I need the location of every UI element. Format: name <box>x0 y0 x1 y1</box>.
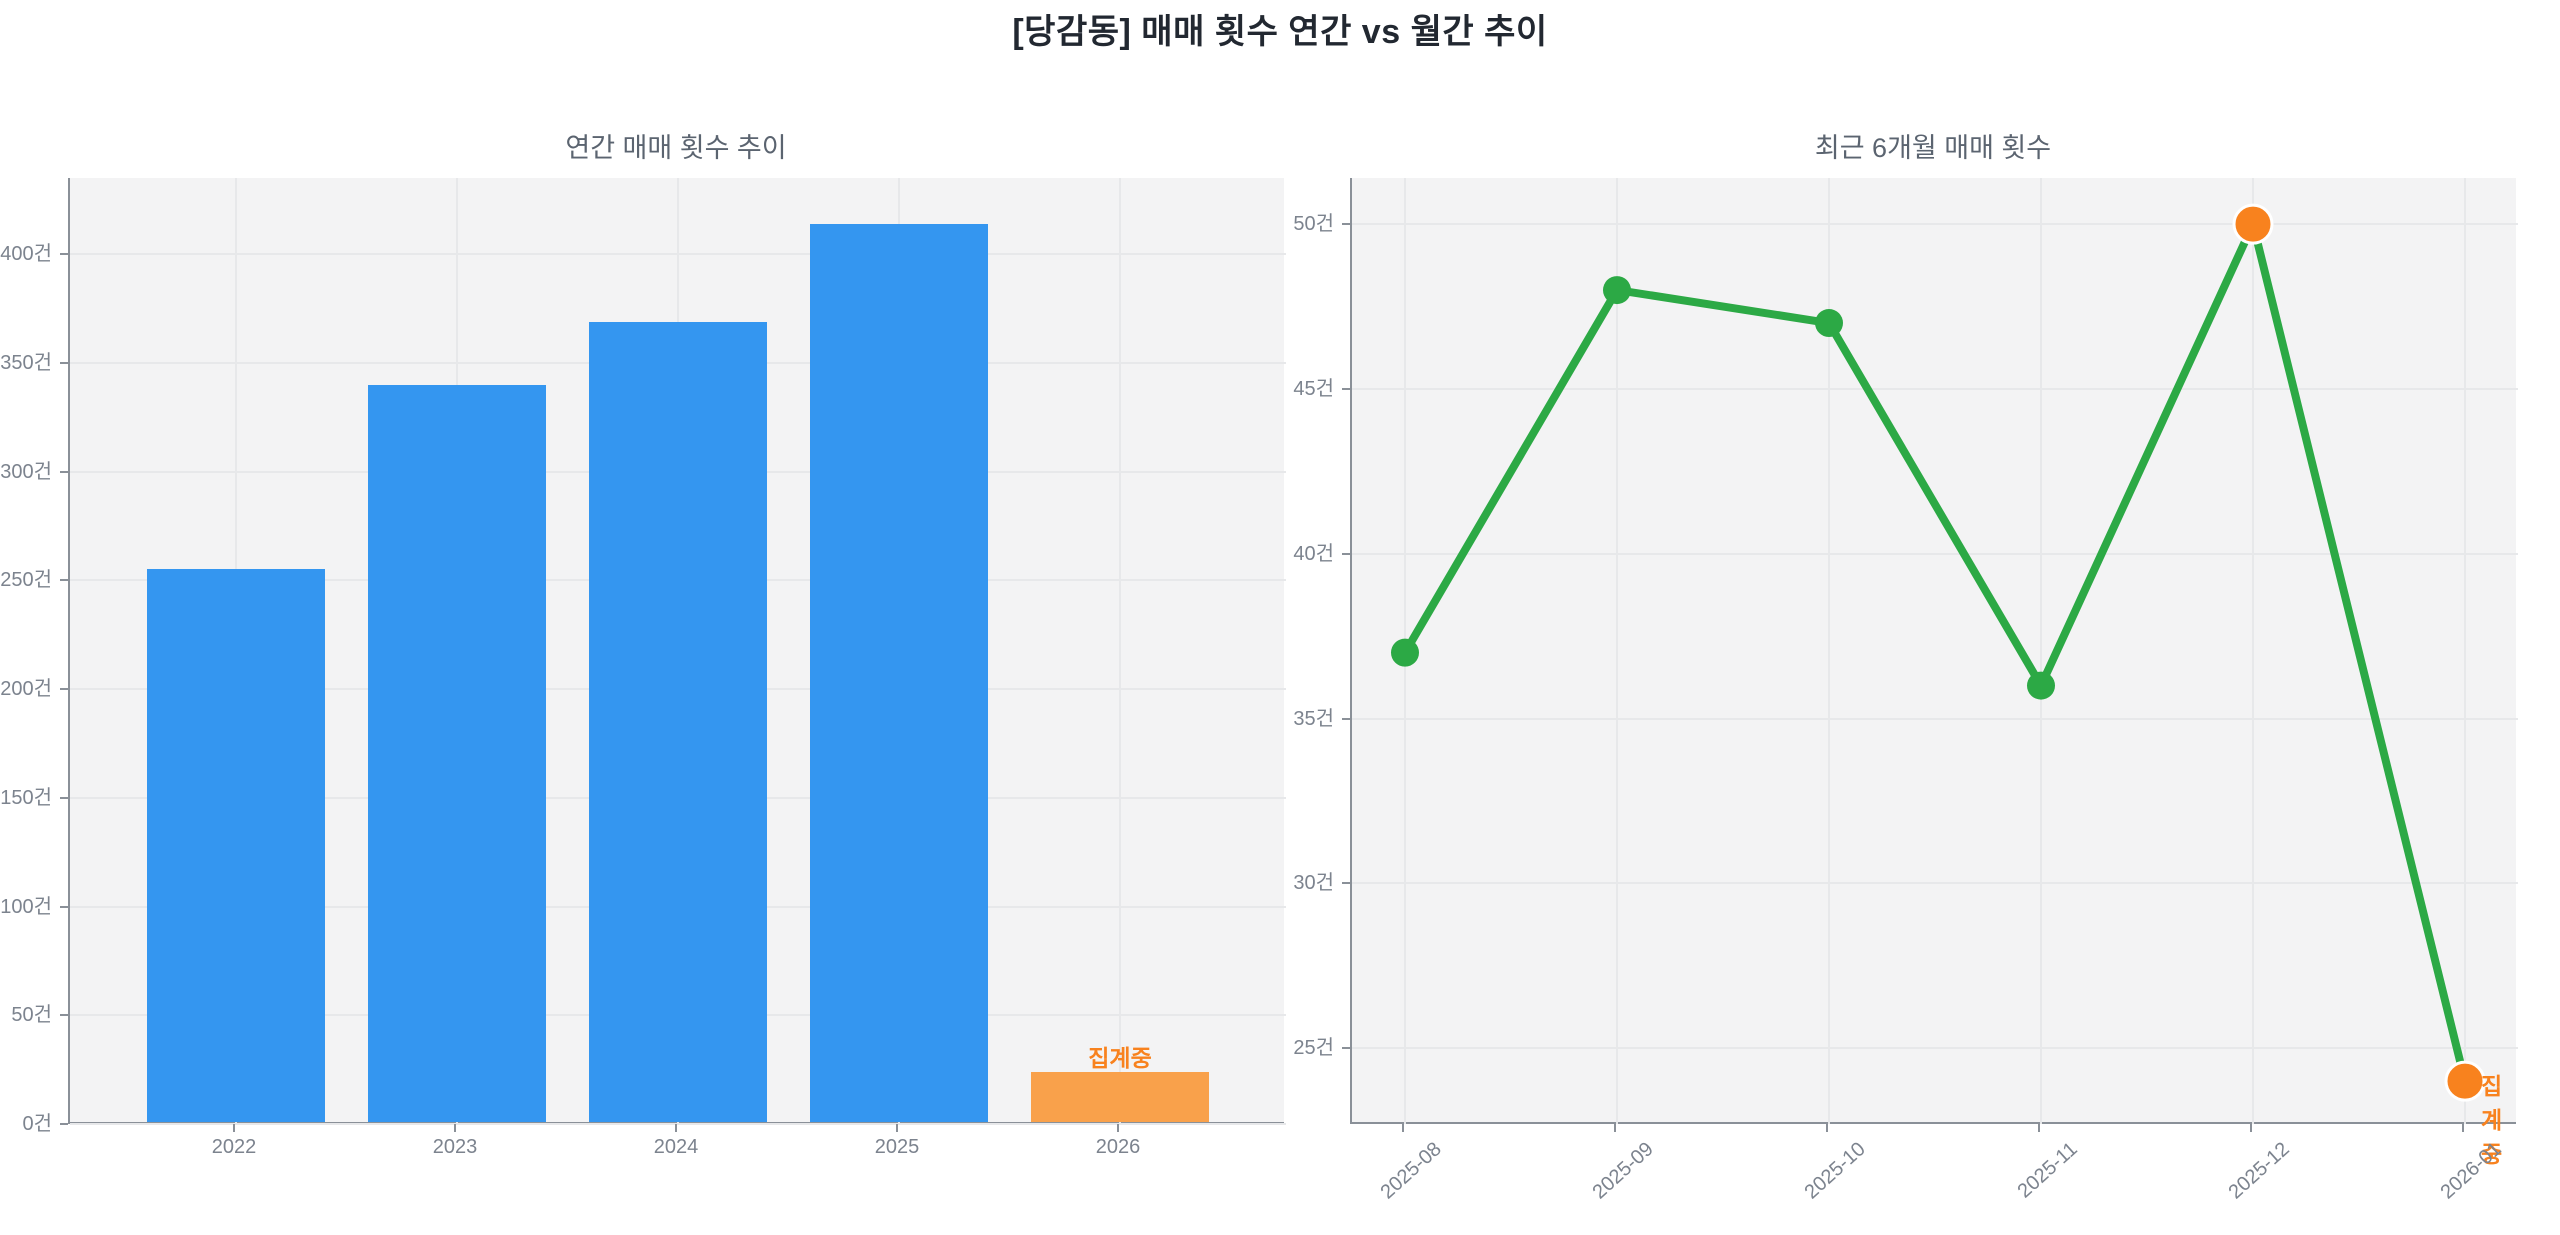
x-tick-mark <box>1825 1124 1828 1132</box>
monthly-line-plot <box>1390 203 2486 1102</box>
x-tick-mark <box>896 1124 898 1132</box>
y-tick-label: 200건 <box>0 678 52 701</box>
x-tick-mark <box>453 1124 456 1132</box>
gridline-horizontal <box>1352 717 2518 720</box>
y-tick-label: 45건 <box>1293 377 1334 400</box>
y-tick-mark <box>60 1014 68 1017</box>
gridline-horizontal <box>1352 223 2518 226</box>
data-point-2026-01 <box>2444 1060 2486 1102</box>
trend-line <box>1401 220 2469 1083</box>
gridline-vertical <box>1827 178 1830 1124</box>
data-point-2025-12 <box>2232 203 2274 245</box>
data-point-2025-08 <box>1390 638 1419 667</box>
x-tick-label: 2026-01 <box>2436 1138 2506 1204</box>
data-point-2025-09 <box>1602 276 1631 305</box>
y-tick-label: 0건 <box>22 1113 52 1135</box>
data-point-2025-11 <box>2027 671 2056 700</box>
x-tick-mark <box>2462 1124 2464 1132</box>
y-tick-mark <box>60 253 68 256</box>
gridline-vertical <box>1615 178 1618 1124</box>
gridline-horizontal <box>70 1123 1286 1125</box>
gridline-vertical <box>2040 178 2042 1124</box>
y-tick-mark <box>60 579 68 582</box>
plot-area: 집계중 <box>1350 178 2518 1167</box>
x-tick-mark <box>1613 1124 1616 1132</box>
y-tick-mark <box>1342 552 1350 555</box>
gridline-horizontal <box>1352 552 2518 555</box>
x-tick-label: 2024 <box>653 1136 699 1158</box>
y-tick-label: 100건 <box>0 895 52 918</box>
x-tick-mark <box>675 1124 677 1132</box>
right-chart-title: 최근 6개월 매매 횟수 <box>1814 133 2052 163</box>
y-tick-label: 400건 <box>0 243 52 266</box>
y-tick-label: 150건 <box>0 786 52 809</box>
x-tick-label: 2025-09 <box>1588 1138 1658 1204</box>
x-tick-mark <box>1117 1124 1120 1132</box>
x-tick-label: 2025-10 <box>1800 1138 1870 1204</box>
x-tick-mark <box>232 1124 235 1132</box>
y-tick-mark <box>1342 223 1350 226</box>
x-tick-mark <box>1401 1124 1404 1132</box>
y-tick-mark <box>1342 1047 1350 1050</box>
y-tick-mark <box>60 688 68 691</box>
x-tick-label: 2025 <box>874 1136 920 1158</box>
y-tick-label: 50건 <box>11 1004 52 1027</box>
line-annotation-label: 집계중 <box>2481 1073 2503 1168</box>
y-tick-mark <box>1342 882 1350 885</box>
plot-area: 집계중 <box>68 178 1286 1125</box>
gridline-vertical <box>1119 178 1122 1124</box>
y-tick-mark <box>60 1123 68 1125</box>
bar-annotation-label: 집계중 <box>1088 1044 1152 1071</box>
gridline-horizontal <box>1352 1047 2518 1050</box>
bar-2026 <box>1031 1071 1209 1122</box>
y-tick-label: 35건 <box>1293 707 1334 730</box>
x-tick-label: 2023 <box>432 1136 478 1158</box>
bar-2023 <box>368 384 546 1122</box>
bar-2024 <box>589 321 767 1122</box>
x-tick-label: 2025-11 <box>2013 1138 2082 1203</box>
gridline-vertical <box>2252 178 2254 1124</box>
x-tick-label: 2025-08 <box>1376 1138 1446 1204</box>
x-tick-label: 2026 <box>1095 1136 1141 1158</box>
x-tick-mark <box>2250 1124 2252 1132</box>
y-tick-label: 50건 <box>1293 213 1334 236</box>
y-tick-mark <box>60 796 68 799</box>
gridline-horizontal <box>1352 882 2518 885</box>
x-tick-label: 2025-12 <box>2224 1138 2294 1204</box>
left-chart-title: 연간 매매 횟수 추이 <box>565 133 787 163</box>
y-tick-label: 30건 <box>1293 872 1334 895</box>
gridline-vertical <box>2464 178 2466 1124</box>
y-tick-label: 350건 <box>0 351 52 374</box>
y-tick-label: 25건 <box>1293 1037 1334 1060</box>
x-tick-label: 2022 <box>211 1136 257 1158</box>
y-tick-mark <box>1342 387 1350 390</box>
y-tick-mark <box>1342 717 1350 720</box>
bar-2025 <box>810 223 988 1122</box>
gridline-horizontal <box>1352 387 2518 390</box>
y-tick-mark <box>60 361 68 364</box>
x-tick-mark <box>2038 1124 2040 1132</box>
y-tick-mark <box>60 905 68 908</box>
page-title: [당감동] 매매 횟수 연간 vs 월간 추이 <box>1012 13 1548 51</box>
y-tick-mark <box>60 470 68 473</box>
bar-2022 <box>147 569 325 1122</box>
y-tick-label: 250건 <box>0 569 52 592</box>
data-point-2025-10 <box>1814 309 1843 338</box>
y-tick-label: 40건 <box>1293 542 1334 565</box>
y-tick-label: 300건 <box>0 460 52 483</box>
